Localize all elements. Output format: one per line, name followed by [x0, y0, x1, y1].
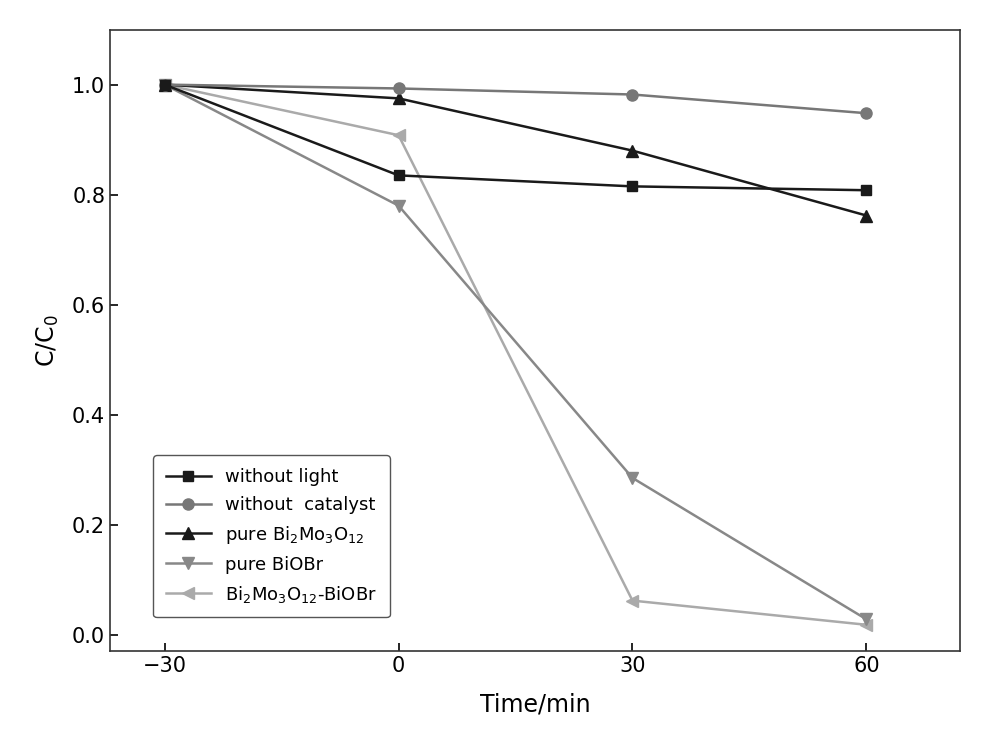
without  catalyst — [159, 80, 171, 89]
pure Bi$_2$Mo$_3$O$_{12}$ — [159, 80, 171, 89]
without  catalyst — [860, 109, 872, 118]
Bi$_2$Mo$_3$O$_{12}$-BiOBr — [393, 131, 405, 140]
without light — [159, 80, 171, 89]
without light — [393, 171, 405, 180]
pure BiOBr — [626, 474, 638, 482]
Legend: without light, without  catalyst, pure Bi$_2$Mo$_3$O$_{12}$, pure BiOBr, Bi$_2$M: without light, without catalyst, pure Bi… — [153, 455, 390, 617]
Bi$_2$Mo$_3$O$_{12}$-BiOBr — [860, 620, 872, 629]
Bi$_2$Mo$_3$O$_{12}$-BiOBr — [159, 80, 171, 89]
without  catalyst — [626, 90, 638, 99]
without  catalyst — [393, 84, 405, 93]
Line: Bi$_2$Mo$_3$O$_{12}$-BiOBr: Bi$_2$Mo$_3$O$_{12}$-BiOBr — [159, 79, 872, 630]
without light — [626, 182, 638, 191]
Bi$_2$Mo$_3$O$_{12}$-BiOBr — [626, 596, 638, 605]
Line: pure BiOBr: pure BiOBr — [159, 79, 872, 625]
pure BiOBr — [860, 615, 872, 624]
pure Bi$_2$Mo$_3$O$_{12}$ — [626, 147, 638, 155]
Line: pure Bi$_2$Mo$_3$O$_{12}$: pure Bi$_2$Mo$_3$O$_{12}$ — [159, 79, 872, 221]
Y-axis label: C/C$_0$: C/C$_0$ — [35, 314, 61, 367]
pure Bi$_2$Mo$_3$O$_{12}$ — [860, 211, 872, 220]
without light — [860, 186, 872, 195]
Line: without light: without light — [160, 80, 871, 195]
Line: without  catalyst: without catalyst — [159, 79, 872, 118]
X-axis label: Time/min: Time/min — [480, 693, 590, 717]
pure BiOBr — [393, 201, 405, 210]
pure BiOBr — [159, 80, 171, 89]
pure Bi$_2$Mo$_3$O$_{12}$ — [393, 94, 405, 103]
